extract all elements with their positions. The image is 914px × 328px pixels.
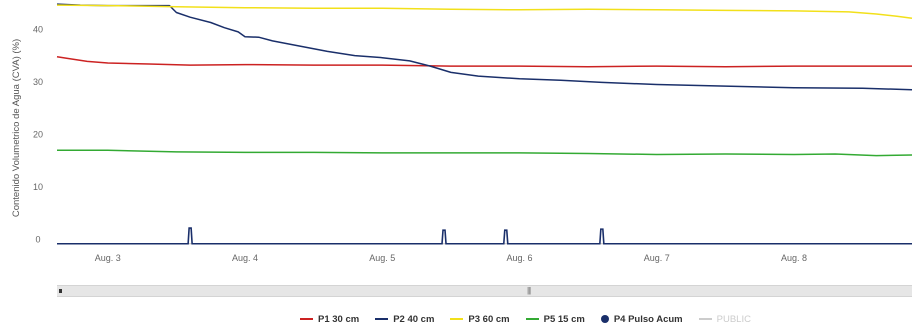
series-line-p2-40-cm	[56, 3, 913, 91]
y-tick-label: 0	[35, 235, 40, 245]
chart-legend: P1 30 cm P2 40 cm P3 60 cm P5 15 cm P4 Pulso…	[300, 312, 767, 326]
y-tick-label: 10	[33, 182, 43, 192]
series-layer	[56, 3, 913, 245]
navigator-left-handle[interactable]	[59, 289, 62, 293]
legend-swatch	[525, 318, 539, 320]
series-line-p3-60-cm	[56, 4, 913, 20]
x-axis-ticks: Aug. 3 Aug. 4 Aug. 5 Aug. 6 Aug. 7 Aug. 8	[95, 253, 807, 263]
range-navigator[interactable]: |||	[57, 285, 912, 297]
legend-swatch	[698, 318, 712, 320]
x-tick-label: Aug. 6	[506, 253, 532, 263]
series-line-p1-30-cm	[56, 55, 912, 68]
y-axis-ticks: 0 10 20 30 40	[33, 24, 43, 244]
x-tick-label: Aug. 3	[95, 253, 121, 263]
legend-swatch	[450, 318, 464, 320]
legend-swatch	[375, 318, 389, 320]
series-line-p4-pulso-acum	[57, 227, 912, 245]
y-axis-title: Contenido Volumetrico de Agua (CVA) (%)	[11, 39, 22, 217]
legend-swatch	[300, 318, 313, 320]
x-tick-label: Aug. 4	[232, 253, 258, 263]
x-tick-label: Aug. 7	[644, 253, 670, 263]
legend-label: P3 60 cm	[468, 313, 510, 325]
legend-item-p1-30-cm[interactable]: P1 30 cm	[300, 314, 359, 325]
legend-item-p5-15-cm[interactable]: P5 15 cm	[525, 313, 585, 325]
y-tick-label: 30	[33, 77, 43, 87]
legend-item-p3-60-cm[interactable]: P3 60 cm	[450, 313, 510, 325]
y-tick-label: 20	[33, 130, 43, 140]
legend-item-p4-pulso-acum[interactable]: P4 Pulso Acum	[600, 313, 683, 325]
x-tick-label: Aug. 8	[781, 253, 807, 263]
legend-label: P4 Pulso Acum	[613, 313, 683, 325]
legend-swatch	[600, 315, 609, 323]
x-tick-label: Aug. 5	[369, 253, 395, 263]
legend-label: P1 30 cm	[318, 313, 360, 325]
series-line-p5-15-cm	[57, 149, 913, 157]
legend-item-public[interactable]: PUBLIC	[698, 313, 751, 325]
y-tick-label: 40	[33, 24, 43, 34]
legend-label: P2 40 cm	[393, 313, 435, 325]
navigator-grip[interactable]: |||	[527, 286, 531, 295]
legend-label: PUBLIC	[716, 313, 751, 325]
legend-item-p2-40-cm[interactable]: P2 40 cm	[375, 314, 434, 325]
legend-label: P5 15 cm	[543, 313, 585, 325]
